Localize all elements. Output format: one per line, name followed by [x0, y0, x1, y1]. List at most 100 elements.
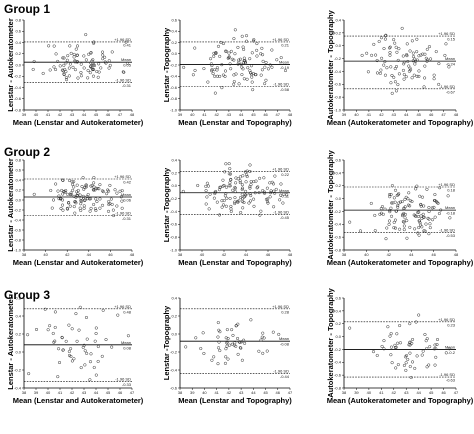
data-point — [389, 332, 393, 336]
data-point — [428, 226, 432, 230]
data-point — [72, 180, 76, 184]
data-point — [245, 174, 249, 179]
data-point — [250, 80, 254, 84]
plot-g1-lenstar-autokeratometer: -0.8 -0.6 -0.4 -0.2 0.0 0.2 0.4 0.6 0.8 39 40 41 42 4… — [6, 17, 144, 127]
line-label: Mean — [445, 56, 455, 61]
data-point — [229, 209, 233, 213]
y-tick-label: 0.0 — [171, 51, 177, 56]
y-tick-label: -0.2 — [170, 62, 178, 67]
data-point — [425, 365, 429, 369]
data-point — [405, 42, 409, 46]
data-point — [202, 351, 206, 356]
x-tick-label: 45 — [94, 112, 99, 117]
y-tick-label: -0.6 — [170, 385, 178, 390]
data-point — [72, 55, 76, 59]
data-point — [435, 337, 440, 342]
data-point — [215, 68, 219, 72]
data-point — [433, 199, 437, 203]
data-point — [407, 191, 411, 195]
data-point — [392, 226, 396, 230]
data-point — [388, 208, 392, 212]
data-point — [96, 344, 100, 349]
data-point — [238, 181, 242, 185]
y-tick-label: 0.4 — [171, 295, 177, 300]
data-point — [417, 69, 421, 73]
plot-g3-lenstar-autokeratometer: -0.4 -0.2 0.0 0.2 0.4 0.6 38 39 40 41 42 43 44 45 46 47… — [6, 295, 144, 405]
data-point — [79, 62, 83, 66]
data-point — [397, 201, 401, 205]
data-point — [424, 56, 428, 60]
data-point — [71, 188, 75, 192]
data-point — [266, 197, 270, 201]
y-axis-title: Autokeratometer - Topography — [326, 9, 335, 119]
data-point — [88, 197, 92, 201]
data-point — [122, 70, 126, 74]
data-point — [423, 64, 427, 68]
data-point — [387, 219, 391, 223]
line-label: Mean — [279, 336, 289, 341]
data-point — [422, 204, 426, 208]
data-point — [181, 189, 185, 193]
y-tick-label: 0.4 — [335, 308, 341, 313]
y-tick-label: -0.6 — [334, 235, 342, 240]
data-point — [34, 327, 39, 332]
data-point — [254, 179, 258, 183]
data-point — [32, 192, 36, 196]
data-point — [249, 318, 253, 322]
data-point — [262, 176, 266, 180]
data-point — [279, 56, 283, 60]
data-point — [240, 186, 245, 190]
data-point — [64, 70, 68, 74]
data-point — [68, 62, 72, 66]
line-label: +1.96 SD — [272, 167, 289, 172]
y-tick-label: 0.2 — [15, 187, 21, 192]
data-point — [124, 40, 128, 44]
data-point — [48, 68, 52, 72]
data-point — [216, 321, 220, 325]
data-point — [414, 187, 418, 191]
data-point — [210, 358, 214, 362]
data-point — [415, 354, 419, 358]
plot-g1-autokeratometer-topography: -1.0 -0.8 -0.6 -0.4 -0.2 0.0 0.2 0.4 39 40 41 42 43 4… — [326, 9, 474, 127]
data-point — [396, 341, 400, 345]
x-tick-label: 46 — [263, 112, 268, 117]
data-point — [430, 218, 435, 222]
plot-g2-lenstar-autokeratometer: -1.0 -0.8 -0.6 -0.4 -0.2 0.0 0.2 0.4 0.6 0.8 38 40 4… — [6, 157, 144, 267]
data-point — [104, 338, 108, 342]
data-point — [234, 176, 238, 180]
data-point — [256, 185, 260, 189]
data-point — [86, 192, 90, 197]
x-tick-label: 42 — [379, 112, 384, 117]
data-point — [61, 69, 65, 73]
y-axis-title: Lenstar -Topography — [162, 27, 171, 102]
data-point — [411, 55, 416, 59]
data-point — [224, 185, 229, 189]
data-point — [121, 70, 125, 74]
data-point — [379, 68, 383, 72]
data-point — [57, 194, 61, 198]
line-value: -0.44 — [280, 374, 290, 379]
y-tick-label: -0.8 — [334, 385, 342, 390]
x-axis-title: Mean (Lenstar and Topography) — [178, 258, 292, 267]
data-point — [106, 209, 111, 213]
data-point — [410, 360, 415, 364]
data-point — [403, 216, 407, 220]
data-point — [61, 348, 65, 352]
data-point — [101, 53, 105, 57]
y-tick-label: 0.4 — [335, 17, 341, 22]
x-tick-label: 47 — [288, 390, 293, 395]
data-point — [230, 342, 234, 346]
data-point — [434, 347, 438, 351]
data-point — [62, 63, 66, 67]
data-point — [244, 61, 248, 65]
data-point — [61, 178, 65, 182]
data-point — [240, 183, 244, 187]
data-point — [383, 207, 387, 211]
data-point — [373, 229, 377, 233]
line-value: 0.06 — [123, 198, 132, 203]
y-tick-label: 0.6 — [15, 29, 21, 34]
data-point — [415, 184, 419, 188]
data-point — [279, 193, 283, 197]
data-point — [269, 191, 273, 195]
data-point — [268, 63, 272, 67]
